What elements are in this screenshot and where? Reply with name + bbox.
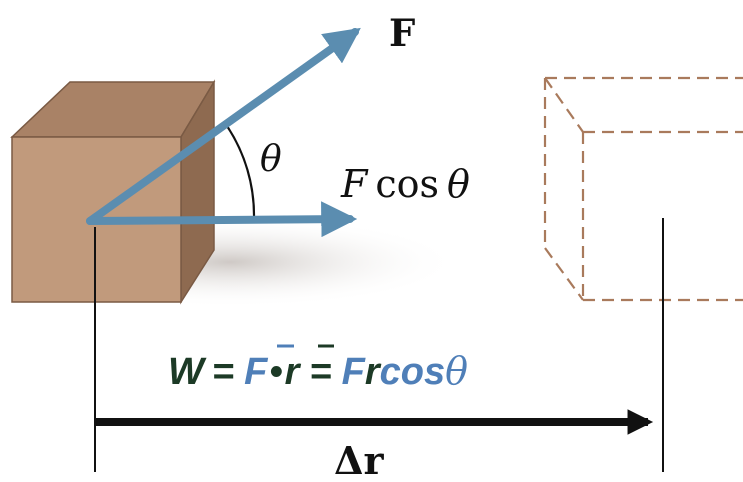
- component-theta: θ: [447, 162, 470, 206]
- formula-f-vector: F: [244, 351, 269, 393]
- formula-w: W: [168, 351, 207, 393]
- force-label: F: [389, 11, 415, 55]
- block-top-face: [10, 81, 216, 138]
- force-component-arrow: [86, 201, 358, 238]
- formula-cos: cos: [380, 351, 445, 393]
- force-vector-arrow: [86, 27, 361, 225]
- component-cos: cos: [375, 162, 439, 206]
- formula: W = F•r = Frcosθ: [168, 349, 468, 393]
- ghost-edge: [544, 77, 584, 133]
- formula-r-vector: r: [285, 351, 302, 393]
- ghost-block: [543, 76, 743, 302]
- displacement-r: r: [363, 438, 384, 482]
- block: [10, 79, 216, 305]
- formula-r: r: [365, 351, 382, 393]
- formula-f: F: [342, 351, 367, 393]
- ghost-edge: [544, 247, 584, 301]
- formula-theta: θ: [445, 349, 468, 393]
- displacement-delta: Δ: [334, 438, 363, 482]
- formula-equals: =: [309, 351, 331, 393]
- theta-label: θ: [260, 139, 282, 180]
- angle-arc: [226, 125, 256, 219]
- component-f: F: [340, 162, 369, 206]
- formula-dot: •: [269, 351, 282, 393]
- formula-equals: =: [212, 351, 234, 393]
- displacement-label: Δr: [334, 438, 384, 482]
